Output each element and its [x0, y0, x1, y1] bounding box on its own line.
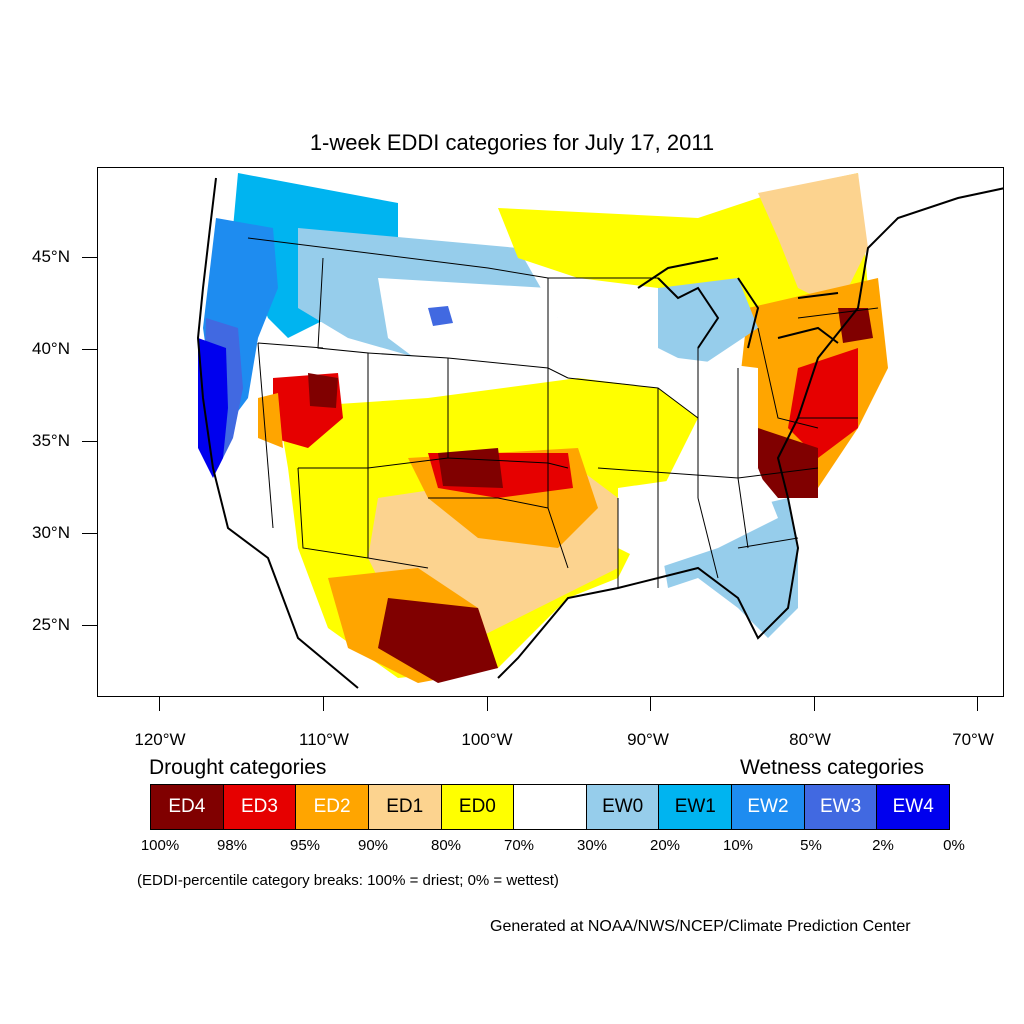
normal-region-north: [378, 278, 568, 378]
legend-ew4: EW4: [877, 785, 950, 829]
legend-ed2: ED2: [296, 785, 369, 829]
wetness-categories-heading: Wetness categories: [740, 756, 925, 779]
pct-label: 30%: [576, 837, 608, 854]
wet-region-ew2-spot: [428, 306, 453, 326]
legend-ed0: ED0: [441, 785, 515, 829]
dry-region-ed4-carolina: [753, 428, 818, 498]
lat-tick-25: [82, 625, 97, 626]
lon-label-90: 90°W: [627, 730, 669, 749]
wet-region-ew0-lakes: [658, 278, 758, 368]
lon-label-110: 110°W: [299, 730, 349, 749]
lon-tick-120: [159, 697, 160, 711]
legend-ew0: EW0: [586, 785, 660, 829]
lat-label-30: 30°N: [32, 523, 70, 542]
pct-label: 100%: [140, 837, 180, 854]
legend-ed1: ED1: [368, 785, 442, 829]
lat-tick-45: [82, 257, 97, 258]
legend-ew2: EW2: [732, 785, 805, 829]
legend-ed3: ED3: [223, 785, 297, 829]
lon-tick-110: [323, 697, 324, 711]
lat-tick-30: [82, 533, 97, 534]
dry-region-ed3-northeast: [788, 348, 858, 458]
lon-tick-90: [650, 697, 651, 711]
lat-tick-40: [82, 349, 97, 350]
lon-tick-80: [814, 697, 815, 711]
pct-label: 0%: [943, 837, 965, 854]
dry-region-ed4-northeast: [838, 308, 873, 343]
map-panel[interactable]: [97, 167, 1004, 697]
eddi-map: [196, 173, 1003, 696]
lat-tick-35: [82, 441, 97, 442]
legend-normal: [514, 785, 587, 829]
category-legend: ED4 ED3 ED2 ED1 ED0 EW0 EW1 EW2 EW3 EW4: [150, 784, 950, 830]
legend-ed4: ED4: [151, 785, 224, 829]
pct-label: 95%: [289, 837, 321, 854]
category-breaks-note: (EDDI-percentile category breaks: 100% =…: [137, 872, 559, 889]
pct-label: 20%: [649, 837, 681, 854]
pct-label: 5%: [800, 837, 822, 854]
pct-label: 70%: [503, 837, 535, 854]
lon-tick-70: [977, 697, 978, 711]
lon-label-100: 100°W: [461, 730, 513, 749]
lat-label-40: 40°N: [32, 339, 70, 358]
lon-label-80: 80°W: [789, 730, 831, 749]
dry-region-ed2-utah: [258, 393, 283, 448]
credit-line: Generated at NOAA/NWS/NCEP/Climate Predi…: [490, 918, 911, 935]
pct-label: 98%: [216, 837, 248, 854]
lat-label-45: 45°N: [32, 247, 70, 266]
dry-region-ed4-utah: [308, 373, 338, 408]
lon-tick-100: [487, 697, 488, 711]
legend-ew1: EW1: [659, 785, 733, 829]
legend-ew3: EW3: [804, 785, 878, 829]
lat-label-35: 35°N: [32, 431, 70, 450]
wet-region-ew4: [198, 338, 228, 478]
map-title: 1-week EDDI categories for July 17, 2011: [309, 130, 715, 155]
lat-label-25: 25°N: [32, 615, 70, 634]
state-borders: [247, 237, 879, 588]
coastlines: [196, 177, 1003, 689]
dry-region-ed4-texas: [378, 598, 498, 683]
drought-categories-heading: Drought categories: [149, 756, 327, 779]
pct-label: 2%: [872, 837, 894, 854]
pct-label: 10%: [722, 837, 754, 854]
lon-label-70: 70°W: [952, 730, 994, 749]
dry-region-ed1-northeast: [758, 173, 868, 308]
pct-label: 80%: [430, 837, 462, 854]
pct-label: 90%: [357, 837, 389, 854]
lon-label-120: 120°W: [134, 730, 186, 749]
